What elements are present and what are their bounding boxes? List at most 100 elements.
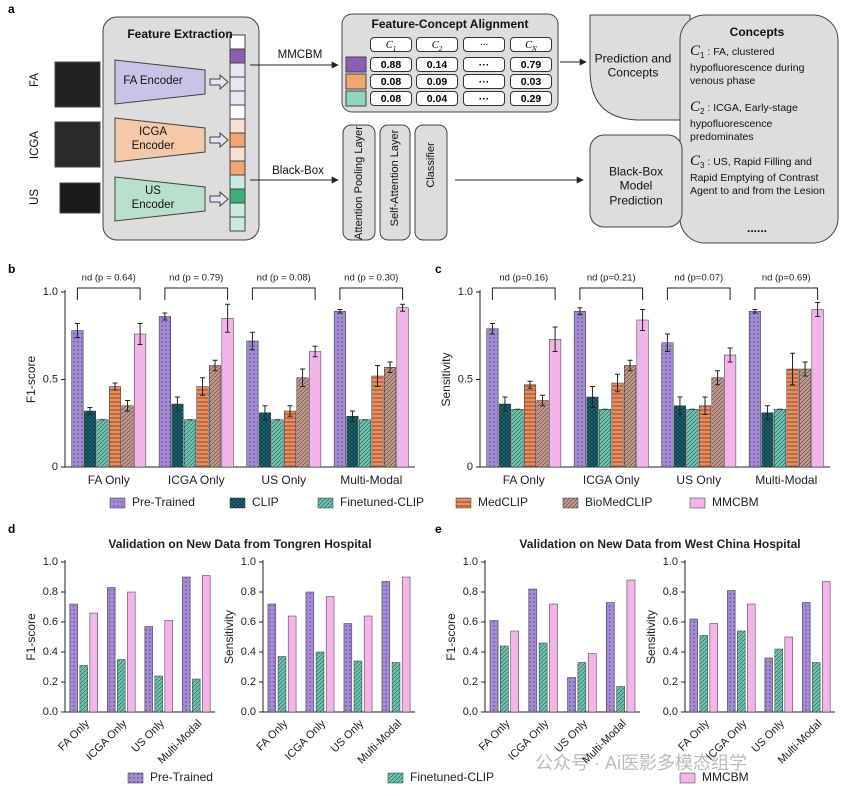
bar bbox=[724, 354, 737, 468]
bar bbox=[221, 318, 234, 468]
bar bbox=[171, 403, 184, 468]
legend-label: CLIP bbox=[252, 495, 279, 509]
bar bbox=[258, 412, 271, 468]
bar bbox=[158, 316, 171, 468]
alignment-title: Feature-Concept Alignment bbox=[371, 16, 529, 31]
bar bbox=[381, 581, 391, 713]
y-tick-label: 0.5 bbox=[458, 373, 473, 385]
error-bar bbox=[764, 405, 770, 421]
bar bbox=[117, 659, 126, 713]
concept-item: C2 : ICGA, Early-stage hypofluorescence … bbox=[690, 99, 798, 144]
error-bar bbox=[727, 347, 733, 363]
bar bbox=[127, 591, 136, 713]
error-bar bbox=[387, 361, 393, 373]
y-tick-label: 0.0 bbox=[663, 706, 678, 718]
error-bar bbox=[502, 396, 508, 412]
legend-label: Pre-Trained bbox=[132, 495, 195, 509]
error-bar bbox=[790, 352, 796, 386]
y-tick-label: 0.5 bbox=[43, 373, 58, 385]
bar bbox=[144, 626, 153, 713]
bar bbox=[709, 623, 718, 713]
y-tick-label: 1.0 bbox=[241, 556, 256, 568]
output-label: Prediction and Concepts bbox=[594, 51, 672, 80]
y-tick-label: 0.8 bbox=[463, 586, 478, 598]
x-tick-label: US Only bbox=[329, 717, 367, 755]
bar bbox=[567, 677, 576, 713]
value-cell: 0.08 bbox=[370, 74, 412, 89]
bar bbox=[626, 579, 636, 713]
significance-bracket bbox=[164, 287, 229, 300]
header-cell: C2 bbox=[416, 37, 458, 53]
header-cell: CN bbox=[510, 37, 552, 53]
feature-title: Feature Extraction bbox=[127, 26, 233, 41]
icga-thumbnail bbox=[54, 121, 101, 168]
layer-label: Attention Pooling Layer bbox=[353, 126, 365, 240]
small-arrow bbox=[209, 73, 229, 91]
bar bbox=[371, 375, 384, 468]
error-bar bbox=[312, 345, 318, 358]
y-tick-label: 0.2 bbox=[43, 676, 58, 688]
branch-label: Black-Box bbox=[272, 165, 324, 178]
x-tick-label: Multi-Modal bbox=[340, 473, 402, 487]
bar bbox=[346, 416, 359, 468]
panel-label: d bbox=[8, 522, 16, 536]
layer-label: Classifier bbox=[425, 142, 437, 188]
annotation: nd (p = 0.08) bbox=[257, 273, 311, 284]
bar bbox=[96, 419, 109, 468]
bar bbox=[528, 588, 538, 713]
bar bbox=[510, 630, 519, 713]
bar bbox=[315, 651, 325, 713]
error-bar bbox=[589, 386, 595, 408]
legend-label: Finetuned-CLIP bbox=[340, 495, 424, 509]
legend-swatch bbox=[387, 772, 404, 784]
y-tick-label: 0 bbox=[52, 461, 58, 473]
error-bar bbox=[715, 370, 721, 386]
legend-swatch bbox=[127, 772, 144, 784]
error-bar bbox=[615, 373, 621, 393]
annotation: nd (p = 0.30) bbox=[344, 273, 398, 284]
legend-swatch bbox=[689, 497, 706, 509]
bar bbox=[107, 587, 116, 713]
bar bbox=[246, 340, 259, 468]
y-tick-label: 0.6 bbox=[463, 616, 478, 628]
y-tick-label: 0.0 bbox=[463, 706, 478, 718]
encoder-label: ICGA Encoder bbox=[131, 126, 175, 152]
bar bbox=[209, 365, 222, 468]
bar bbox=[773, 409, 786, 468]
modality-swatch bbox=[345, 90, 367, 107]
bar bbox=[511, 409, 524, 468]
annotation: nd (p = 0.79) bbox=[169, 273, 223, 284]
bar bbox=[79, 665, 88, 713]
bar bbox=[747, 603, 756, 713]
error-bar bbox=[300, 368, 306, 387]
bar bbox=[267, 603, 277, 713]
concepts-ellipsis: ...... bbox=[746, 220, 768, 235]
x-tick-label: FA Only bbox=[503, 473, 545, 487]
small-arrow bbox=[209, 190, 229, 208]
bar bbox=[727, 590, 736, 713]
bar bbox=[538, 642, 548, 713]
chart-title: Validation on New Data from Tongren Hosp… bbox=[108, 537, 371, 551]
bar bbox=[358, 419, 372, 468]
legend-swatch bbox=[229, 497, 246, 509]
y-tick-label: 0.6 bbox=[241, 616, 256, 628]
value-cell: 0.03 bbox=[510, 74, 552, 89]
y-axis-label: F1-score bbox=[444, 613, 458, 661]
bar bbox=[109, 386, 122, 468]
y-axis-label: F1-score bbox=[24, 613, 38, 661]
bar bbox=[192, 678, 201, 713]
bar bbox=[711, 377, 724, 468]
bar bbox=[686, 409, 699, 468]
encoder-label: US Encoder bbox=[131, 185, 175, 211]
fa-encoder bbox=[114, 59, 206, 105]
value-cell: 0.29 bbox=[510, 91, 552, 106]
concepts-title: Concepts bbox=[729, 24, 785, 39]
bar bbox=[154, 675, 163, 713]
y-tick-label: 0.6 bbox=[663, 616, 678, 628]
layer-box bbox=[342, 124, 376, 241]
bar bbox=[489, 620, 499, 713]
bar bbox=[784, 636, 793, 713]
bar bbox=[353, 660, 363, 713]
